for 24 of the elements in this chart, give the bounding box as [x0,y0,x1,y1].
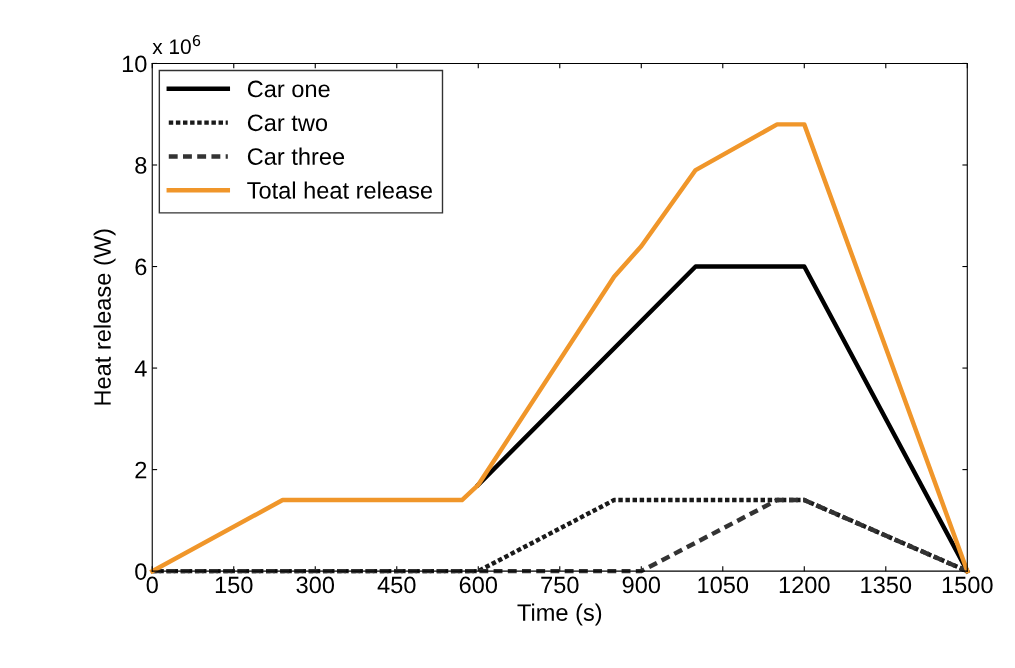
x-tick-label: 1050 [698,576,749,594]
x-tick-label: 900 [622,576,661,594]
x-axis-title: Time (s) [517,603,602,626]
x-tick-label: 1500 [942,576,993,594]
y-tick-label: 2 [135,461,147,479]
legend-label: Car three [247,147,345,165]
x-tick-label: 750 [541,576,579,594]
x-tick-label: 1200 [779,576,830,594]
x-tick-label: 300 [296,576,335,594]
text: x 10$^{6}$ [152,35,201,55]
y-axis-title: Heat release (W) [93,229,116,405]
y-tick-label: 0 [135,563,147,580]
y-tick-label: 6 [135,258,147,276]
y-tick-label: 4 [134,360,147,377]
y-tick-label: 10 [122,55,147,73]
y-tick-label: 8 [135,157,147,174]
legend-label: Car two [247,114,328,132]
x-tick-label: 0 [146,576,158,594]
x-tick-label: 1350 [861,576,912,594]
x-tick-label: 150 [215,576,253,594]
legend-label: Total heat release [247,181,433,199]
x-tick-label: 450 [377,576,416,594]
legend-label: Car one [247,80,330,98]
x-tick-label: 600 [459,576,498,594]
